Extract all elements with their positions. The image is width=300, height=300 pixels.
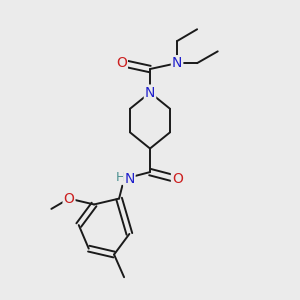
Text: O: O [172, 172, 183, 186]
Text: O: O [64, 192, 74, 206]
Text: N: N [145, 85, 155, 100]
Text: O: O [116, 56, 127, 70]
Text: N: N [124, 172, 135, 186]
Text: N: N [172, 56, 182, 70]
Text: H: H [116, 171, 125, 184]
